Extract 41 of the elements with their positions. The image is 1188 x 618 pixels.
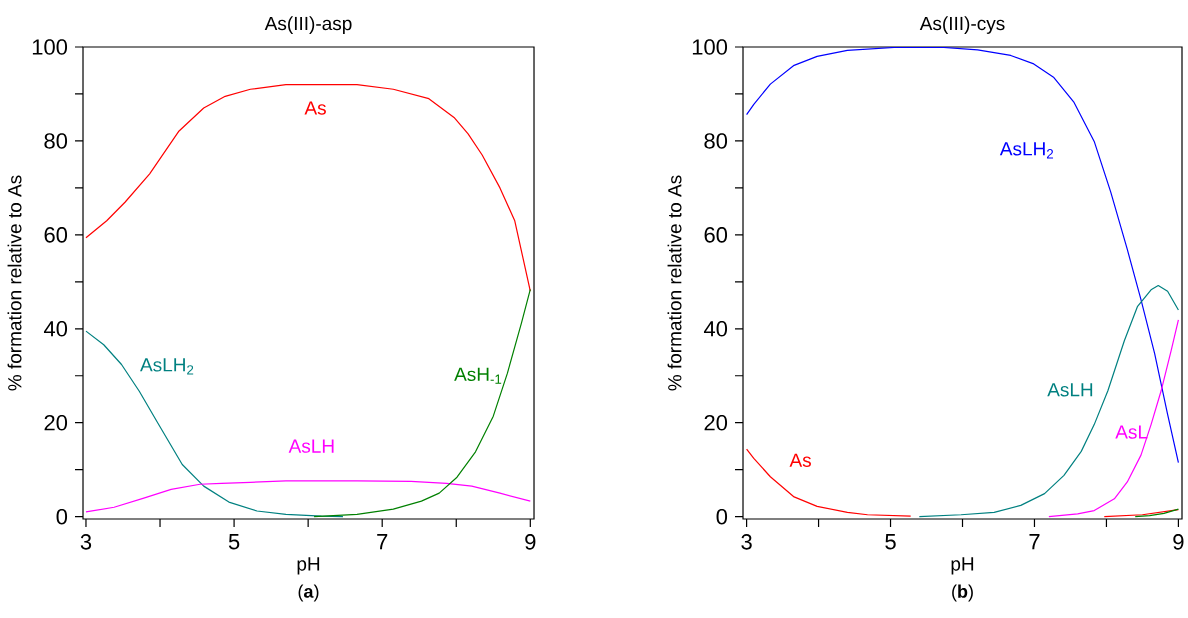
series-label: AsH$_{-1}$	[454, 367, 502, 384]
y-axis-title: % formation relative to As	[7, 175, 22, 391]
series-label: AsLH$_{2}$	[999, 142, 1054, 159]
text: (a)	[298, 584, 319, 602]
x-tick-label: 3	[741, 534, 752, 550]
series-label: As	[789, 453, 811, 467]
y-tick-label: 80	[44, 133, 68, 149]
y-tick-label: 100	[692, 39, 728, 55]
chart-title: As(III)-cys	[919, 16, 1005, 34]
line-series	[1048, 319, 1179, 518]
series-label: AsLH	[288, 439, 334, 453]
text: (b)	[952, 584, 973, 602]
x-tick-label: 9	[525, 534, 536, 550]
x-tick-label: 9	[1173, 534, 1184, 550]
y-tick-label: 40	[703, 321, 728, 337]
y-tick-label: 60	[44, 227, 68, 243]
y-tick-label: 0	[56, 508, 68, 525]
y-tick-label: 0	[716, 508, 728, 525]
y-tick-label: 40	[43, 321, 68, 337]
line-series	[1134, 508, 1179, 518]
y-tick-label: 60	[704, 227, 728, 243]
series-label: AsLH	[1047, 383, 1093, 397]
y-tick-label: 20	[44, 414, 68, 431]
series-label: AsLH$_{2}$	[140, 358, 194, 375]
x-axis-title: pH	[297, 557, 320, 575]
x-tick-label: 7	[1029, 534, 1040, 550]
y-tick-label: 100	[32, 39, 68, 55]
x-axis-title: pH	[951, 557, 974, 575]
y-tick-label: 20	[704, 414, 728, 431]
line-series	[85, 330, 344, 518]
x-tick-label: 5	[228, 534, 240, 550]
line-series	[85, 480, 531, 513]
y-axis-title: % formation relative to As	[667, 175, 682, 391]
x-tick-label: 5	[885, 534, 896, 550]
series-label: As	[304, 101, 326, 115]
line-series	[918, 284, 1179, 518]
x-tick-label: 3	[80, 534, 92, 550]
series-label: AsL	[1115, 425, 1148, 439]
x-tick-label: 7	[377, 534, 388, 550]
chart-title: As(III)-asp	[264, 16, 352, 34]
y-tick-label: 80	[704, 133, 728, 149]
